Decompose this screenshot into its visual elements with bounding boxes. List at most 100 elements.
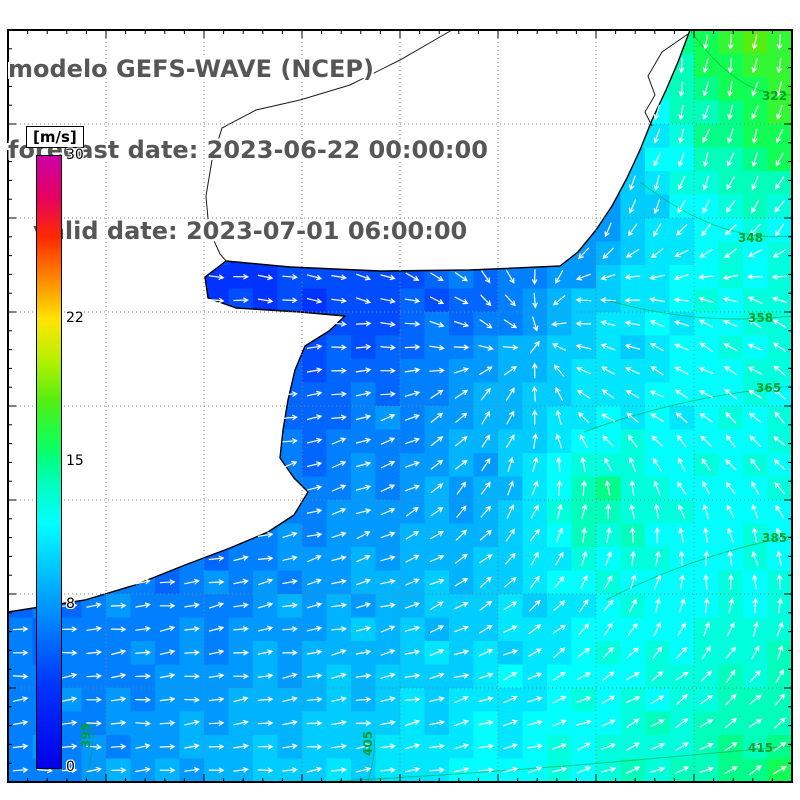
wind-arrow (702, 503, 709, 519)
grid-lines (8, 30, 792, 782)
wind-arrow (653, 199, 661, 215)
wind-arrow (306, 532, 323, 538)
wind-arrow (380, 368, 396, 374)
wind-arrow (455, 412, 468, 423)
wind-arrow (727, 550, 734, 567)
wind-arrow (723, 320, 738, 328)
model-title: modelo GEFS-WAVE (NCEP) (8, 55, 374, 83)
wind-arrow (551, 343, 567, 351)
contour-label: 365 (756, 381, 781, 395)
wind-arrow (552, 671, 567, 681)
wind-arrow (702, 128, 710, 144)
wind-arrow (674, 366, 689, 375)
wind-arrow (678, 152, 685, 167)
wind-arrow (676, 224, 688, 236)
colorbar-tick-label: 0 (66, 759, 75, 775)
wind-arrow (184, 719, 200, 726)
wind-arrow (748, 318, 762, 329)
wind-arrow (676, 694, 688, 706)
wind-arrow (454, 367, 470, 374)
wind-arrow (653, 480, 661, 496)
wind-arrow (727, 81, 733, 97)
wind-arrow (478, 743, 494, 750)
wind-arrow (529, 528, 540, 542)
wind-arrow (331, 274, 347, 280)
wind-arrow (356, 554, 371, 563)
contour-line (605, 535, 793, 601)
wind-arrow (86, 602, 102, 608)
wind-arrow (677, 175, 686, 191)
wind-arrow (503, 319, 518, 329)
contour-label: 348 (738, 231, 763, 245)
wind-arrow (135, 626, 151, 632)
wind-arrow (456, 505, 467, 518)
wind-arrow (604, 575, 613, 589)
wind-arrow (110, 743, 127, 750)
wind-arrow (208, 555, 225, 562)
wind-arrow (282, 696, 298, 702)
wind-arrow (773, 459, 786, 471)
wind-arrow (405, 437, 420, 445)
wind-arrow (600, 320, 616, 327)
wind-arrow (37, 767, 53, 774)
wind-arrow (135, 602, 151, 608)
wind-arrow (503, 672, 518, 681)
wind-arrow (356, 273, 371, 281)
wind-arrow (556, 527, 563, 543)
wind-arrow (208, 297, 225, 304)
wind-arrow (61, 602, 78, 609)
wind-arrow (528, 624, 542, 635)
wind-arrow (12, 743, 29, 750)
wind-arrow (751, 58, 758, 74)
wind-arrow (404, 298, 421, 304)
wind-arrow (554, 575, 565, 589)
wind-arrow (86, 766, 102, 773)
wind-arrow (774, 200, 785, 213)
wind-arrow (748, 412, 762, 423)
wind-arrow (86, 673, 102, 679)
wind-arrow (184, 673, 200, 679)
wind-arrow (233, 696, 249, 703)
wind-arrow (703, 574, 709, 590)
wind-arrow (674, 766, 690, 774)
wind-arrow (481, 410, 491, 425)
contour-label: 405 (361, 731, 375, 756)
wind-arrow (701, 458, 711, 471)
wind-arrow (531, 386, 538, 402)
wind-arrow (555, 409, 562, 426)
wind-arrow (747, 249, 763, 258)
contour-label: 322 (762, 89, 787, 103)
wind-arrow (481, 270, 491, 284)
wind-arrow (727, 527, 734, 543)
wind-arrow (677, 199, 686, 214)
wind-arrow (306, 673, 323, 679)
wind-arrow (529, 340, 540, 354)
wind-arrow (257, 555, 274, 562)
wind-arrow (552, 624, 567, 634)
wind-arrow (752, 574, 758, 590)
wind-arrow (306, 720, 323, 726)
wind-arrow (723, 366, 738, 376)
wind-arrow (110, 649, 127, 656)
wind-arrow (282, 531, 298, 538)
wind-arrow (650, 413, 664, 422)
wind-arrow (233, 555, 249, 562)
wind-arrow (576, 766, 592, 774)
wind-arrow (12, 720, 29, 726)
wind-arrow (773, 365, 786, 376)
wind-arrow (776, 81, 782, 97)
wind-arrow (331, 626, 347, 632)
wind-arrow (159, 673, 176, 679)
wind-arrow (676, 434, 687, 448)
wind-arrow (430, 272, 444, 282)
wind-arrow (159, 743, 176, 750)
wind-arrow (726, 176, 735, 190)
wind-arrow (480, 387, 491, 401)
wind-arrow (429, 696, 445, 702)
wind-arrow (306, 484, 323, 491)
wind-arrow (479, 624, 493, 634)
wind-arrow (532, 433, 538, 449)
wind-arrow (406, 506, 419, 517)
wind-arrow (355, 720, 372, 726)
title-block: modelo GEFS-WAVE (NCEP) forecast date: 2… (8, 2, 488, 299)
